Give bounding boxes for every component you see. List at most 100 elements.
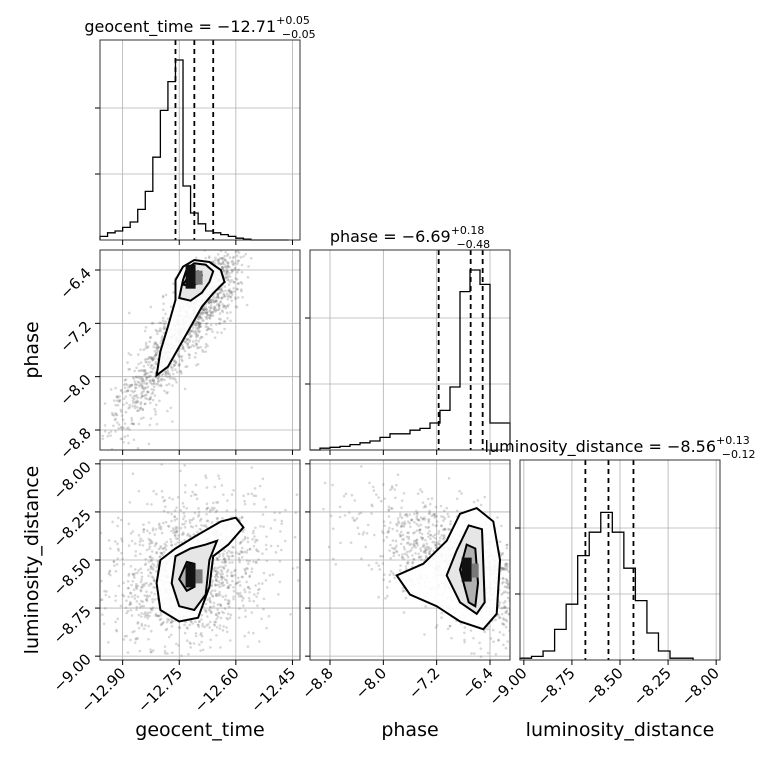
scatter-point: [166, 390, 169, 394]
scatter-point: [220, 560, 224, 564]
scatter-point: [208, 626, 211, 629]
scatter-point: [195, 331, 198, 334]
scatter-point: [262, 498, 266, 501]
scatter-point: [498, 601, 502, 604]
scatter-point: [534, 577, 537, 580]
scatter-point: [512, 613, 515, 616]
scatter-point: [244, 252, 248, 256]
scatter-point: [400, 524, 403, 527]
scatter-point: [226, 568, 230, 572]
scatter-point: [505, 578, 509, 582]
scatter-point: [233, 266, 237, 270]
scatter-point: [241, 539, 245, 542]
scatter-point: [233, 569, 236, 573]
scatter-point: [256, 591, 260, 595]
scatter-point: [421, 536, 424, 540]
scatter-point: [491, 628, 495, 632]
scatter-point: [225, 509, 229, 512]
scatter-point: [149, 582, 152, 585]
scatter-point: [216, 258, 219, 262]
scatter-point: [209, 298, 213, 301]
scatter-point: [155, 343, 159, 347]
scatter-point: [214, 613, 218, 616]
scatter-point: [220, 265, 224, 269]
scatter-point: [156, 377, 160, 381]
scatter-point: [216, 615, 220, 619]
scatter-point: [433, 514, 437, 518]
scatter-point: [269, 544, 273, 548]
scatter-point: [231, 545, 234, 549]
scatter-point: [95, 611, 98, 614]
scatter-point: [218, 322, 222, 325]
scatter-point: [215, 299, 218, 302]
scatter-point: [216, 295, 219, 299]
scatter-point: [221, 565, 224, 569]
scatter-point: [156, 614, 160, 618]
scatter-point: [159, 623, 163, 627]
scatter-point: [164, 374, 167, 377]
scatter-point: [169, 406, 173, 410]
scatter-point: [214, 570, 218, 573]
contours: [155, 516, 245, 623]
scatter-point: [433, 512, 436, 516]
scatter-point: [232, 585, 235, 589]
scatter-point: [152, 564, 156, 567]
scatter-point: [151, 606, 155, 610]
scatter-point: [176, 352, 180, 356]
scatter-point: [165, 540, 169, 544]
scatter-point: [431, 535, 435, 538]
scatter-point: [194, 320, 198, 324]
scatter-point: [447, 527, 450, 531]
scatter-point: [242, 604, 245, 608]
scatter-point: [215, 509, 219, 512]
scatter-point: [500, 612, 504, 616]
scatter-point: [575, 629, 578, 632]
scatter-point: [198, 314, 202, 317]
scatter-point: [154, 614, 158, 617]
scatter-point: [501, 551, 505, 555]
scatter-point: [149, 650, 153, 654]
scatter-point: [133, 597, 137, 600]
scatter-point: [438, 536, 442, 540]
scatter-point: [223, 263, 226, 266]
scatter-point: [505, 568, 508, 571]
scatter-point: [521, 564, 524, 567]
title-geocent-time: geocent_time = −12.71+0.05 −0.05: [84, 14, 315, 41]
scatter-point: [149, 607, 153, 610]
scatter-point: [152, 379, 156, 382]
scatter-point: [168, 372, 171, 376]
scatter-point: [153, 544, 157, 548]
scatter-point: [226, 274, 230, 278]
scatter-point: [370, 503, 374, 507]
scatter-point: [132, 574, 136, 577]
scatter-point: [168, 496, 171, 500]
scatter-point: [443, 537, 446, 540]
x-tick-label-luminosity-distance: −9.00: [485, 664, 530, 709]
scatter-point: [160, 551, 164, 555]
scatter-point: [163, 649, 167, 653]
scatter-point: [211, 579, 215, 583]
scatter-point: [149, 539, 153, 542]
scatter-point: [205, 311, 208, 314]
scatter-point: [223, 295, 226, 299]
scatter-point: [160, 551, 163, 555]
scatter-point: [539, 604, 542, 607]
scatter-point: [241, 551, 244, 554]
scatter-point: [590, 635, 593, 638]
scatter-point: [134, 401, 138, 405]
scatter-point: [228, 290, 232, 293]
scatter-point: [391, 527, 394, 531]
scatter-point: [289, 613, 292, 616]
scatter-point: [406, 555, 410, 559]
scatter-point: [138, 552, 142, 556]
scatter-point: [188, 356, 191, 360]
scatter-point: [517, 596, 520, 599]
scatter-point: [506, 563, 509, 566]
scatter-point: [152, 585, 155, 589]
scatter-point: [501, 617, 505, 620]
scatter-point: [225, 273, 228, 276]
scatter-point: [259, 524, 262, 528]
scatter-point: [150, 591, 153, 594]
scatter-point: [89, 582, 92, 585]
scatter-point: [420, 558, 423, 562]
